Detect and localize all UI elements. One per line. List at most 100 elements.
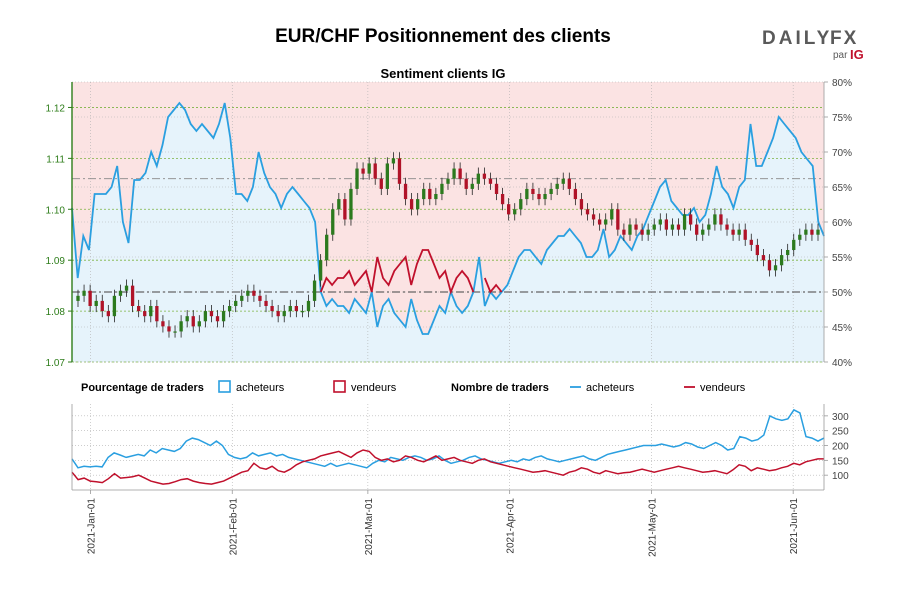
- candle-body: [792, 239, 796, 250]
- pct-tick-label: 80%: [832, 78, 852, 89]
- candle-body: [804, 229, 808, 235]
- candle-body: [428, 188, 432, 200]
- sellers-pct-line: [483, 277, 503, 294]
- candle-body: [761, 255, 766, 261]
- candle-body: [810, 229, 814, 235]
- legend-pct-buyers-swatch: [218, 380, 231, 393]
- candle-body: [482, 173, 487, 179]
- candle-body: [391, 158, 396, 164]
- candle-body: [458, 168, 462, 179]
- x-tick-label: 2021-Mar-01: [364, 498, 375, 556]
- candle-body: [264, 300, 268, 306]
- candle-body: [773, 265, 778, 271]
- candle-body: [294, 306, 299, 312]
- price-tick-label: 1.07: [46, 358, 66, 369]
- pct-tick-label: 55%: [832, 253, 852, 264]
- pct-tick-label: 75%: [832, 113, 852, 124]
- candle-body: [579, 199, 584, 210]
- legend-pct-title: Pourcentage de traders: [81, 382, 204, 394]
- candle-body: [549, 188, 553, 194]
- candle-body: [149, 306, 153, 317]
- x-tick-label: 2021-Jan-01: [86, 498, 97, 555]
- count-sellers-line: [71, 449, 824, 485]
- pct-tick-label: 45%: [832, 323, 852, 334]
- candle-body: [525, 188, 529, 200]
- candle-body: [749, 239, 753, 245]
- candle-body: [737, 229, 741, 235]
- legend-pct-buyers: acheteurs: [236, 382, 285, 394]
- candle-body: [640, 229, 644, 235]
- candle-body: [464, 178, 468, 189]
- count-tick-label: 100: [832, 471, 849, 482]
- candle-body: [494, 183, 499, 194]
- candle-body: [664, 219, 669, 230]
- candle-body: [155, 306, 159, 322]
- candle-body: [779, 255, 784, 266]
- candle-body: [203, 311, 208, 322]
- candle-body: [422, 188, 426, 200]
- candle-body: [76, 295, 80, 301]
- candle-body: [446, 178, 450, 184]
- count-grid: [72, 404, 824, 490]
- legend-count-sellers: vendeurs: [700, 382, 746, 394]
- candle-body: [258, 295, 262, 301]
- candle-body: [591, 214, 596, 220]
- candle-body: [318, 260, 323, 281]
- candle-body: [567, 178, 571, 189]
- candle-body: [246, 290, 250, 296]
- candle-body: [379, 178, 383, 189]
- candle-body: [561, 178, 565, 184]
- candle-body: [282, 311, 286, 317]
- candle-body: [658, 219, 662, 225]
- candle-body: [234, 300, 238, 306]
- legend-count-title: Nombre de traders: [451, 382, 549, 394]
- candle-body: [288, 306, 292, 312]
- candle-body: [507, 204, 511, 215]
- candle-body: [82, 290, 86, 296]
- x-tick-label: 2021-May-01: [647, 498, 658, 557]
- candle-body: [670, 224, 675, 230]
- candle-body: [173, 331, 177, 333]
- pct-tick-label: 50%: [832, 288, 852, 299]
- chart-title: EUR/CHF Positionnement des clients: [275, 26, 611, 47]
- candle-body: [719, 214, 723, 225]
- candle-body: [276, 311, 280, 317]
- candle-body: [701, 229, 705, 235]
- candle-body: [409, 199, 414, 210]
- candle-body: [300, 311, 305, 313]
- dailyfx-logo: DAILY FX par IG: [762, 28, 864, 62]
- legend-pct-sellers: vendeurs: [351, 382, 397, 394]
- pct-tick-label: 70%: [832, 148, 852, 159]
- candle-body: [476, 173, 480, 184]
- candle-body: [731, 229, 735, 235]
- candle-body: [452, 168, 456, 179]
- pct-tick-label: 40%: [832, 358, 852, 369]
- candle-body: [628, 224, 632, 235]
- candle-body: [616, 209, 620, 230]
- candle-body: [94, 300, 98, 306]
- count-tick-label: 150: [832, 456, 849, 467]
- candle-body: [755, 244, 759, 256]
- candle-body: [440, 183, 444, 194]
- candle-body: [725, 224, 729, 230]
- candle-body: [106, 311, 110, 317]
- candle-body: [434, 194, 438, 200]
- main-axes: 1.07 1.08 1.09 1.10 1.11 1.12 40% 45% 50% 55% 60% 6…: [46, 78, 853, 369]
- candle-body: [531, 188, 535, 194]
- candle-body: [100, 300, 104, 312]
- x-tick-label: 2021-Feb-01: [228, 498, 239, 556]
- candle-body: [161, 321, 165, 327]
- candle-body: [513, 209, 517, 215]
- candle-body: [543, 194, 547, 200]
- price-tick-label: 1.08: [46, 307, 66, 318]
- candle-body: [470, 183, 474, 189]
- x-axis-labels: 2021-Jan-01 2021-Feb-01 2021-Mar-01 2021-Ap…: [86, 490, 800, 557]
- candle-body: [767, 260, 772, 271]
- candle-body: [197, 321, 201, 327]
- logo-brand-left: DAILY: [762, 28, 832, 49]
- candle-body: [331, 209, 335, 235]
- candle-body: [191, 316, 195, 327]
- candle-body: [167, 326, 171, 332]
- candle-body: [337, 199, 341, 210]
